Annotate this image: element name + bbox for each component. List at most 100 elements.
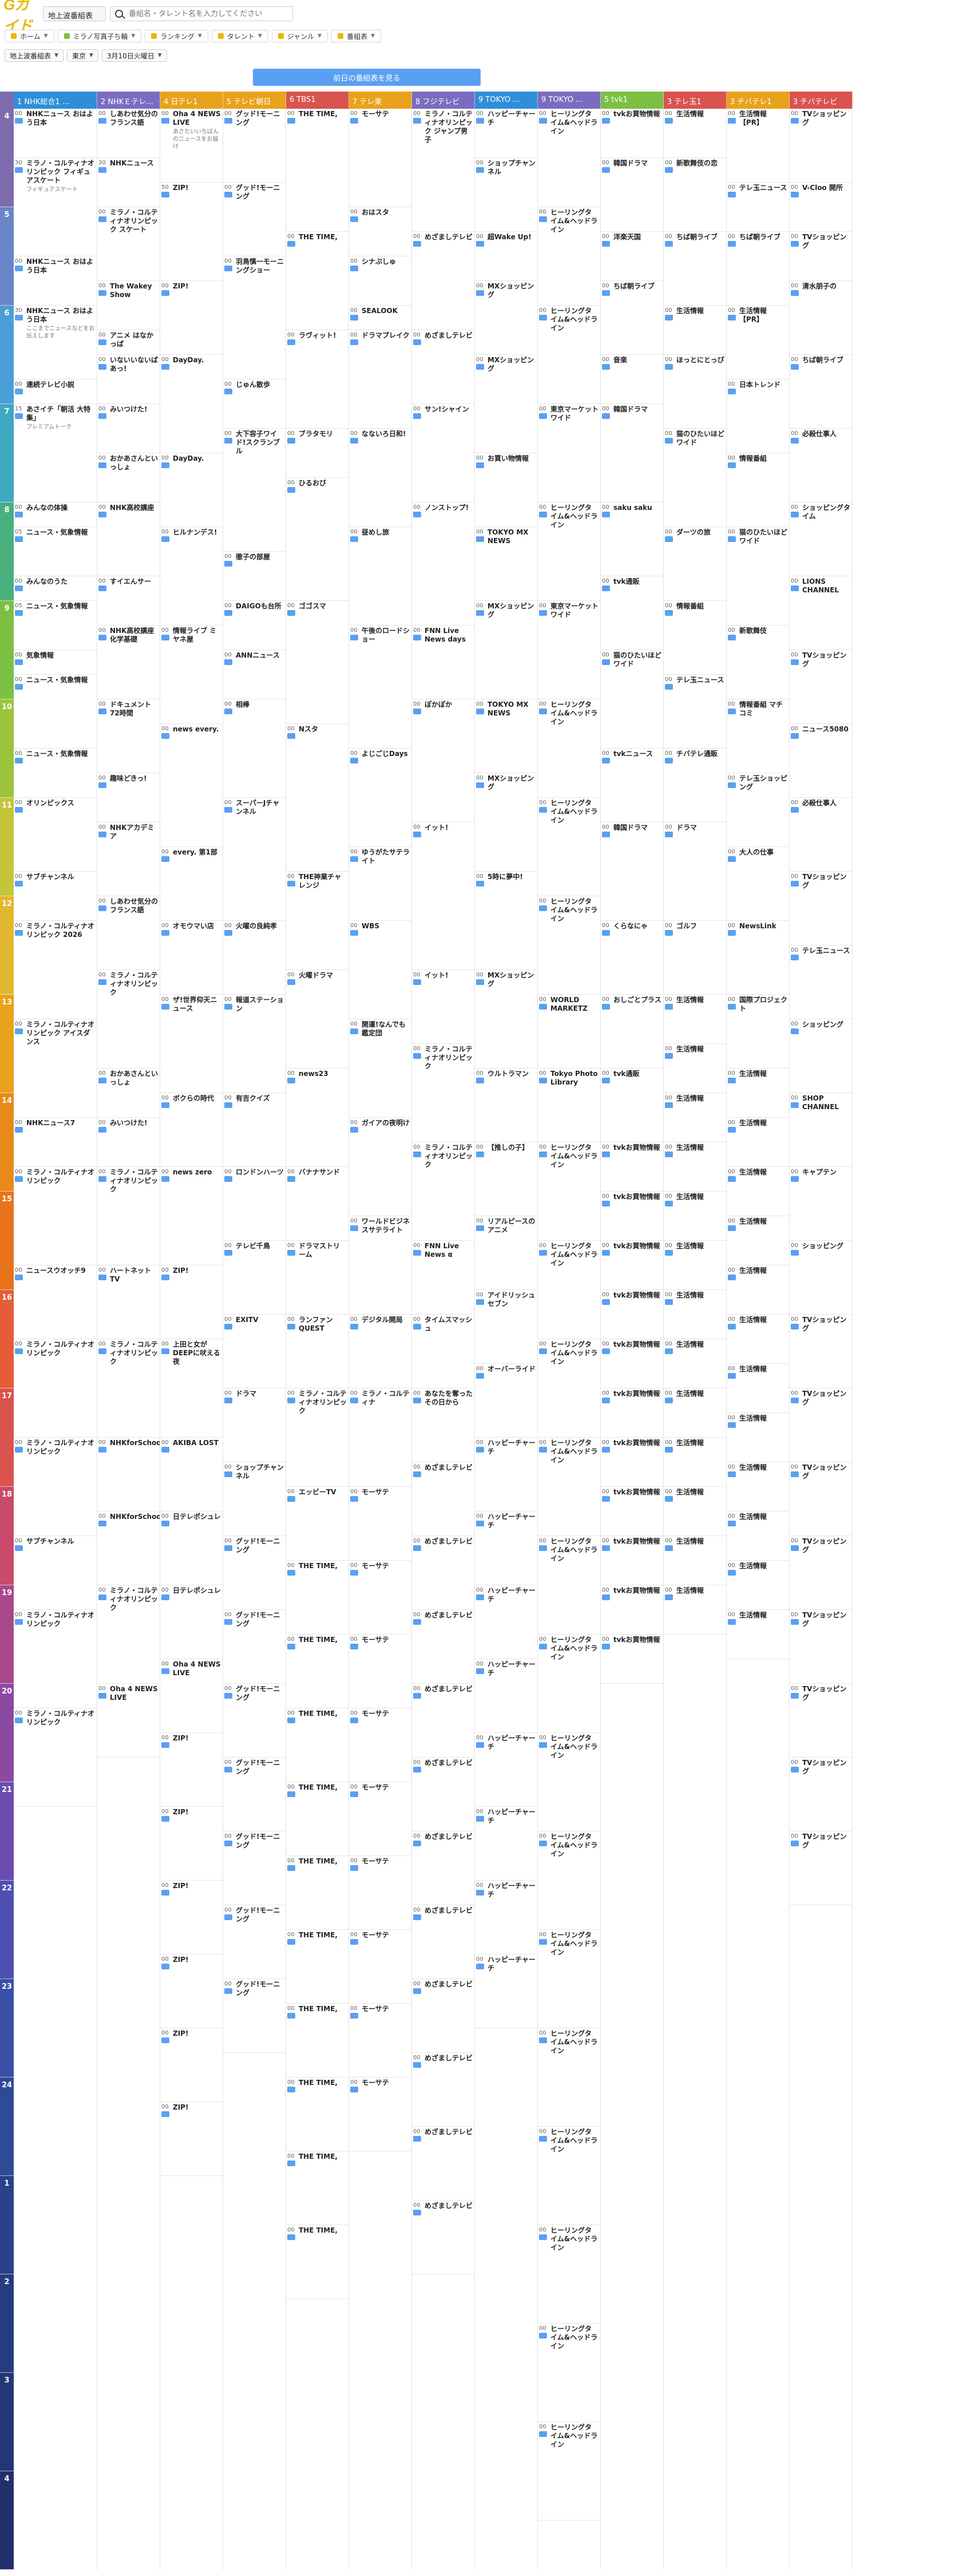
program-cell[interactable]: 00 【推しの子】 xyxy=(475,1142,537,1216)
program-cell[interactable]: 00 ニュース・気象情報 xyxy=(14,749,97,798)
program-cell[interactable]: 00 DAIGOも台所 xyxy=(223,601,286,650)
nav-item[interactable]: ミラノ写真子ち輪 ▼ xyxy=(57,30,142,42)
program-cell[interactable]: 00 おかあさんといっしょ xyxy=(97,453,160,502)
program-cell[interactable]: 00 生活情報 xyxy=(664,1487,726,1536)
program-cell[interactable]: 00 ヒーリングタイム&ヘッドライン xyxy=(538,1831,600,1930)
program-cell[interactable]: 00 生活情報 xyxy=(664,1093,726,1142)
program-cell[interactable]: 00 趣味どきっ! xyxy=(97,773,160,822)
program-cell[interactable]: 00 生活情報 xyxy=(727,1511,789,1561)
program-cell[interactable]: 05 ニュース・気象情報 xyxy=(14,527,97,576)
program-cell[interactable]: 00 ミラノ・コルティナオリンピック スケート xyxy=(97,207,160,281)
program-cell[interactable]: 00 ノンストップ! xyxy=(412,502,474,626)
program-cell[interactable]: 00 開運!なんでも鑑定団 xyxy=(349,1019,411,1118)
program-cell[interactable]: 00 tvkお買物情報 xyxy=(601,1241,663,1290)
nav-item[interactable]: 番組表 ▼ xyxy=(331,30,382,42)
program-cell[interactable]: 50 ZIP! xyxy=(160,183,223,281)
program-cell[interactable]: 00 音楽 xyxy=(601,355,663,404)
station-header-6[interactable]: 8 フジテレビ xyxy=(412,92,475,109)
station-header-5[interactable]: 7 テレ東 xyxy=(349,92,412,109)
program-cell[interactable]: 00 ZIP! xyxy=(160,281,223,355)
program-cell[interactable]: 00 テレビ千鳥 xyxy=(223,1241,286,1315)
program-cell[interactable]: 00 猫のひたいほどワイド xyxy=(601,650,663,749)
program-cell[interactable]: 00 生活情報 xyxy=(727,1315,789,1364)
program-cell[interactable]: 00 ボクらの時代 xyxy=(160,1093,223,1167)
program-cell[interactable]: 00 Oha 4 NEWS LIVE xyxy=(160,1659,223,1733)
program-cell[interactable]: 00 Tokyo Photo Library xyxy=(538,1069,600,1142)
program-cell[interactable]: 00 ミラノ・コルティナオリンピック xyxy=(14,1708,97,1807)
nav-item[interactable]: ホーム ▼ xyxy=(5,30,54,42)
program-cell[interactable]: 00 生活情報 xyxy=(664,1044,726,1093)
program-cell[interactable]: 00 生活情報 xyxy=(664,109,726,158)
program-cell[interactable]: 00 生活情報 xyxy=(664,306,726,355)
logo[interactable]: Gガイド xyxy=(3,0,41,34)
program-cell[interactable]: 00 Oha 4 NEWS LIVE xyxy=(97,1684,160,1758)
program-cell[interactable]: 00 モーサテ xyxy=(349,1856,411,1930)
program-cell[interactable]: 00 モーサテ xyxy=(349,1561,411,1635)
program-cell[interactable]: 00 生活情報 xyxy=(727,1118,789,1167)
program-cell[interactable]: 00 ヒーリングタイム&ヘッドライン xyxy=(538,2225,600,2324)
program-cell[interactable]: 00 上田と女がDEEPに吠える夜 xyxy=(160,1339,223,1438)
program-cell[interactable]: 00 TVショッピング xyxy=(790,109,852,183)
program-cell[interactable]: 00 くらなにゃ xyxy=(601,921,663,995)
program-cell[interactable]: 00 デジタル開局 xyxy=(349,1315,411,1388)
program-cell[interactable]: 00 すイエんサー xyxy=(97,576,160,626)
program-cell[interactable]: 00 モーサテ xyxy=(349,1708,411,1782)
program-cell[interactable]: 00 MXショッピング xyxy=(475,773,537,872)
program-cell[interactable]: 00 ヒーリングタイム&ヘッドライン xyxy=(538,798,600,896)
program-cell[interactable]: 00 新歌舞伎 xyxy=(727,626,789,699)
program-cell[interactable]: 00 リアルピースのアニメ xyxy=(475,1216,537,1290)
program-cell[interactable]: 00 モーサテ xyxy=(349,1635,411,1708)
program-cell[interactable]: 00 ミラノ・コルティナオリンピック xyxy=(97,1167,160,1265)
program-cell[interactable]: 00 サン!シャイン xyxy=(412,404,474,502)
program-cell[interactable]: 00 tvkお買物情報 xyxy=(601,109,663,158)
program-cell[interactable]: 00 めざましテレビ xyxy=(412,1905,474,1979)
program-cell[interactable]: 00 ミラノ・コルティナオリンピック xyxy=(412,1142,474,1241)
program-cell[interactable]: 00 TOKYO MX NEWS xyxy=(475,699,537,773)
program-cell[interactable]: 00 MXショッピング xyxy=(475,281,537,355)
program-cell[interactable]: 00 東京マーケットワイド xyxy=(538,404,600,502)
program-cell[interactable]: 00 生活情報 xyxy=(664,1536,726,1585)
program-cell[interactable]: 00 ハッピーチャーチ xyxy=(475,109,537,158)
program-cell[interactable]: 00 有吉クイズ xyxy=(223,1093,286,1167)
program-cell[interactable]: 00 チバテレ通販 xyxy=(664,749,726,822)
program-cell[interactable]: 00 サブチャンネル xyxy=(14,1536,97,1610)
program-cell[interactable]: 00 TVショッピング xyxy=(790,1831,852,1905)
station-header-9[interactable]: 5 tvk1 xyxy=(601,92,664,109)
program-cell[interactable]: 00 NHKニュース おはよう日本 xyxy=(14,256,97,306)
program-cell[interactable]: 00 グッド!モーニング xyxy=(223,1610,286,1684)
program-cell[interactable]: 00 情報番組 マチコミ xyxy=(727,699,789,773)
program-cell[interactable]: 00 DayDay. xyxy=(160,453,223,527)
program-cell[interactable]: 00 DayDay. xyxy=(160,355,223,453)
program-cell[interactable]: 00 tvkお買物情報 xyxy=(601,1536,663,1585)
program-cell[interactable]: 00 おかあさんといっしょ xyxy=(97,1069,160,1118)
program-cell[interactable]: 00 ザ!世界仰天ニュース xyxy=(160,995,223,1093)
program-cell[interactable]: 00 MXショッピング xyxy=(475,355,537,453)
program-cell[interactable]: 00 ヒーリングタイム&ヘッドライン xyxy=(538,896,600,995)
program-cell[interactable]: 00 ヒーリングタイム&ヘッドライン xyxy=(538,2422,600,2520)
program-cell[interactable]: 00 報道ステーション xyxy=(223,995,286,1093)
program-cell[interactable]: 00 ZIP! xyxy=(160,2102,223,2176)
program-cell[interactable]: 00 THE TIME, xyxy=(286,2004,348,2078)
program-cell[interactable]: 00 MXショッピング xyxy=(475,601,537,699)
program-cell[interactable]: 05 ニュース・気象情報 xyxy=(14,601,97,650)
program-cell[interactable]: 00 ヒーリングタイム&ヘッドライン xyxy=(538,1438,600,1536)
program-cell[interactable]: 00 ハッピーチャーチ xyxy=(475,1807,537,1881)
program-cell[interactable]: 00 ダーツの旅 xyxy=(664,527,726,601)
program-cell[interactable]: 00 ZIP! xyxy=(160,1954,223,2028)
filter-dropdown[interactable]: 地上波番組表 ▼ xyxy=(5,49,64,62)
program-cell[interactable]: 00 生活情報 xyxy=(664,1142,726,1192)
nav-item[interactable]: タレント ▼ xyxy=(211,30,268,42)
program-cell[interactable]: 00 THE TIME, xyxy=(286,2078,348,2151)
program-cell[interactable]: 00 ハッピーチャーチ xyxy=(475,1733,537,1807)
program-cell[interactable]: 00 ヒーリングタイム&ヘッドライン xyxy=(538,699,600,798)
program-cell[interactable]: 00 新歌舞伎の恋 xyxy=(664,158,726,232)
program-cell[interactable]: 00 グッド!モーニング xyxy=(223,1684,286,1758)
program-cell[interactable]: 00 ミラノ・コルティナオリンピック xyxy=(97,970,160,1069)
program-cell[interactable]: 00 tvkお買物情報 xyxy=(601,1635,663,1684)
program-cell[interactable]: 00 MXショッピング xyxy=(475,970,537,1069)
program-cell[interactable]: 00 THE TIME, xyxy=(286,1856,348,1930)
program-cell[interactable]: 00 TVショッピング xyxy=(790,1315,852,1388)
program-cell[interactable]: 00 ミラノ・コルティナ xyxy=(349,1388,411,1487)
program-cell[interactable]: 00 バナナサンド xyxy=(286,1167,348,1241)
program-cell[interactable]: 00 生活情報 xyxy=(727,1413,789,1462)
